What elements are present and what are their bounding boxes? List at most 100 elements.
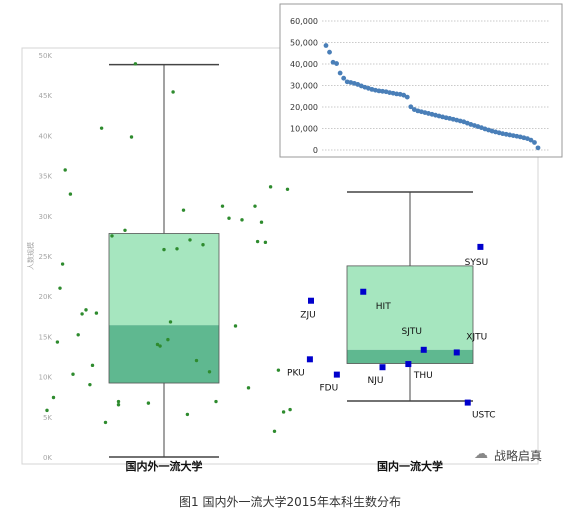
y-tick-label: 0K: [43, 454, 52, 462]
y-tick-label: 0: [313, 146, 318, 155]
y-tick-label: 50K: [39, 52, 53, 60]
data-point: [333, 371, 340, 378]
data-point: [253, 204, 257, 208]
data-point: [162, 247, 166, 252]
data-point: [306, 356, 313, 363]
point-label: NJU: [368, 376, 384, 386]
data-point: [171, 90, 175, 94]
data-point: [380, 88, 385, 94]
data-point: [404, 94, 410, 100]
data-point: [166, 337, 170, 342]
data-point: [80, 312, 84, 316]
data-point: [405, 361, 412, 368]
y-tick-label: 5K: [43, 414, 52, 422]
data-point: [281, 410, 286, 414]
box-lower-quartile: [347, 349, 473, 364]
point-label: FDU: [319, 384, 338, 394]
data-point: [181, 208, 186, 212]
data-point: [268, 185, 273, 189]
data-point: [379, 364, 386, 371]
data-point: [334, 61, 339, 66]
y-tick-label: 10,000: [290, 125, 318, 134]
point-label: HIT: [376, 302, 391, 312]
data-point: [99, 126, 104, 130]
data-point: [360, 288, 367, 295]
data-point: [158, 344, 162, 348]
y-axis-label: 人数规模: [26, 242, 35, 270]
data-point: [110, 234, 114, 238]
point-label: USTC: [472, 411, 496, 421]
data-point: [327, 49, 332, 55]
data-point: [133, 62, 138, 66]
box-outline: [108, 233, 220, 384]
data-point: [71, 372, 75, 376]
y-tick-label: 20,000: [290, 103, 318, 112]
data-point: [103, 420, 108, 425]
data-point: [60, 262, 65, 266]
data-point: [227, 216, 231, 220]
data-point: [528, 137, 534, 143]
data-point: [58, 286, 62, 290]
y-tick-label: 45K: [39, 92, 53, 100]
data-point: [188, 238, 192, 242]
box-upper-quartile: [347, 265, 473, 350]
data-point: [376, 88, 382, 94]
point-label: ZJU: [300, 311, 315, 321]
data-point: [246, 386, 251, 390]
data-point: [420, 346, 427, 353]
box-lower-quartile: [109, 325, 219, 384]
data-point: [168, 320, 173, 324]
data-point: [285, 187, 290, 191]
data-point: [341, 75, 347, 81]
data-point: [123, 228, 127, 232]
y-tick-label: 50,000: [290, 39, 318, 48]
y-tick-label: 40,000: [290, 60, 318, 69]
point-label: SJTU: [402, 327, 422, 337]
y-tick-label: 30,000: [290, 82, 318, 91]
data-point: [116, 403, 121, 407]
data-point: [308, 297, 314, 304]
x-category-label: 国内外一流大学: [126, 459, 203, 473]
data-point: [94, 311, 99, 315]
data-point: [51, 395, 56, 400]
data-point: [155, 342, 160, 347]
y-tick-label: 15K: [39, 333, 53, 341]
data-point: [68, 192, 73, 196]
data-point: [116, 399, 121, 404]
data-point: [288, 407, 292, 412]
data-point: [55, 340, 60, 344]
data-point: [255, 239, 260, 244]
data-point: [337, 70, 343, 76]
y-tick-label: 20K: [39, 293, 53, 301]
data-point: [194, 358, 199, 363]
data-point: [63, 168, 67, 172]
y-tick-label: 30K: [39, 213, 53, 221]
data-point: [185, 412, 190, 417]
data-point: [263, 240, 268, 245]
data-point: [233, 324, 238, 328]
wechat-icon: ☁: [474, 446, 488, 462]
data-point: [535, 145, 541, 151]
data-point: [220, 204, 225, 208]
point-label: SYSU: [465, 258, 489, 268]
data-point: [276, 368, 281, 372]
data-point: [259, 220, 264, 224]
data-point: [464, 399, 471, 406]
y-tick-label: 10K: [39, 374, 53, 382]
y-tick-label: 60,000: [290, 17, 318, 26]
x-category-label: 国内一流大学: [377, 459, 443, 473]
box-upper-quartile: [109, 233, 219, 326]
data-point: [76, 333, 80, 337]
point-label: PKU: [287, 368, 305, 378]
data-point: [401, 92, 407, 98]
data-point: [240, 218, 244, 222]
data-point: [84, 308, 88, 312]
point-label: THU: [413, 371, 433, 381]
inset-panel-frame: [279, 3, 563, 158]
data-point: [394, 91, 400, 97]
data-point: [175, 247, 179, 251]
point-label: XJTU: [466, 332, 487, 342]
data-point: [214, 399, 218, 404]
